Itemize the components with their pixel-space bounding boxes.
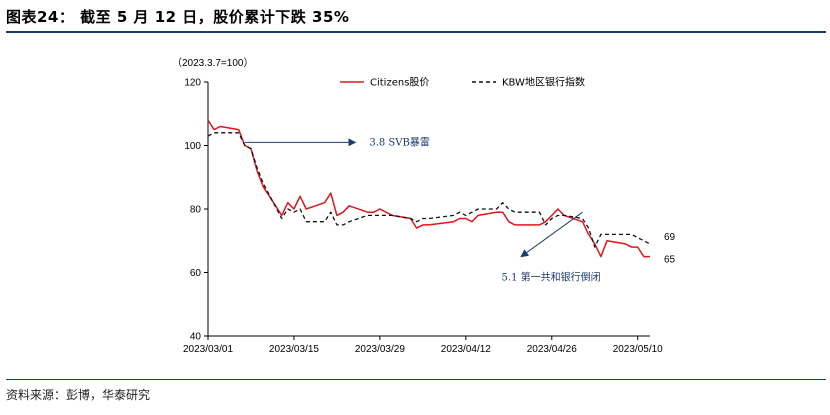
- x-tick-label: 2023/03/29: [355, 344, 405, 355]
- end-labels: 65 69: [664, 232, 676, 266]
- y-tick-label: 80: [190, 205, 202, 216]
- y-tick-label: 120: [184, 78, 201, 89]
- x-ticks: 2023/03/01 2023/03/15 2023/03/29 2023/04/12…: [183, 336, 663, 355]
- x-tick-label: 2023/04/12: [441, 344, 491, 355]
- x-tick-label: 2023/05/10: [613, 344, 663, 355]
- y-tick-label: 100: [184, 141, 201, 152]
- end-label-1: 69: [664, 232, 676, 243]
- y-tick-label: 60: [190, 268, 202, 279]
- chart-title: 图表24： 截至 5 月 12 日，股价累计下跌 35%: [6, 8, 350, 26]
- annotations: 3.8 SVB暴雷 5.1 第一共和银行倒闭: [244, 136, 601, 284]
- title-rule: [6, 31, 826, 33]
- unit-label: （2023.3.7=100）: [172, 57, 253, 69]
- x-tick-label: 2023/03/15: [269, 344, 319, 355]
- annotation-arrow-1: [520, 211, 583, 258]
- end-label-0: 65: [664, 255, 676, 266]
- y-tick-label: 40: [190, 332, 202, 343]
- annotation-label-0: 3.8 SVB暴雷: [369, 136, 430, 148]
- legend-label-1: KBW地区银行指数: [502, 76, 585, 89]
- x-tick-label: 2023/03/01: [183, 344, 233, 355]
- legend: Citizens股价 KBW地区银行指数: [340, 76, 585, 89]
- series-group: [207, 119, 651, 258]
- annotation-label-1: 5.1 第一共和银行倒闭: [502, 271, 601, 284]
- footer-rule: [6, 379, 826, 380]
- series-line-0: [207, 119, 650, 258]
- source-note: 资料来源：彭博，华泰研究: [6, 388, 151, 402]
- series-line-1: [207, 132, 651, 248]
- x-tick-label: 2023/04/26: [527, 344, 577, 355]
- legend-label-0: Citizens股价: [370, 77, 429, 89]
- y-ticks: 40 60 80 100 120: [184, 78, 208, 343]
